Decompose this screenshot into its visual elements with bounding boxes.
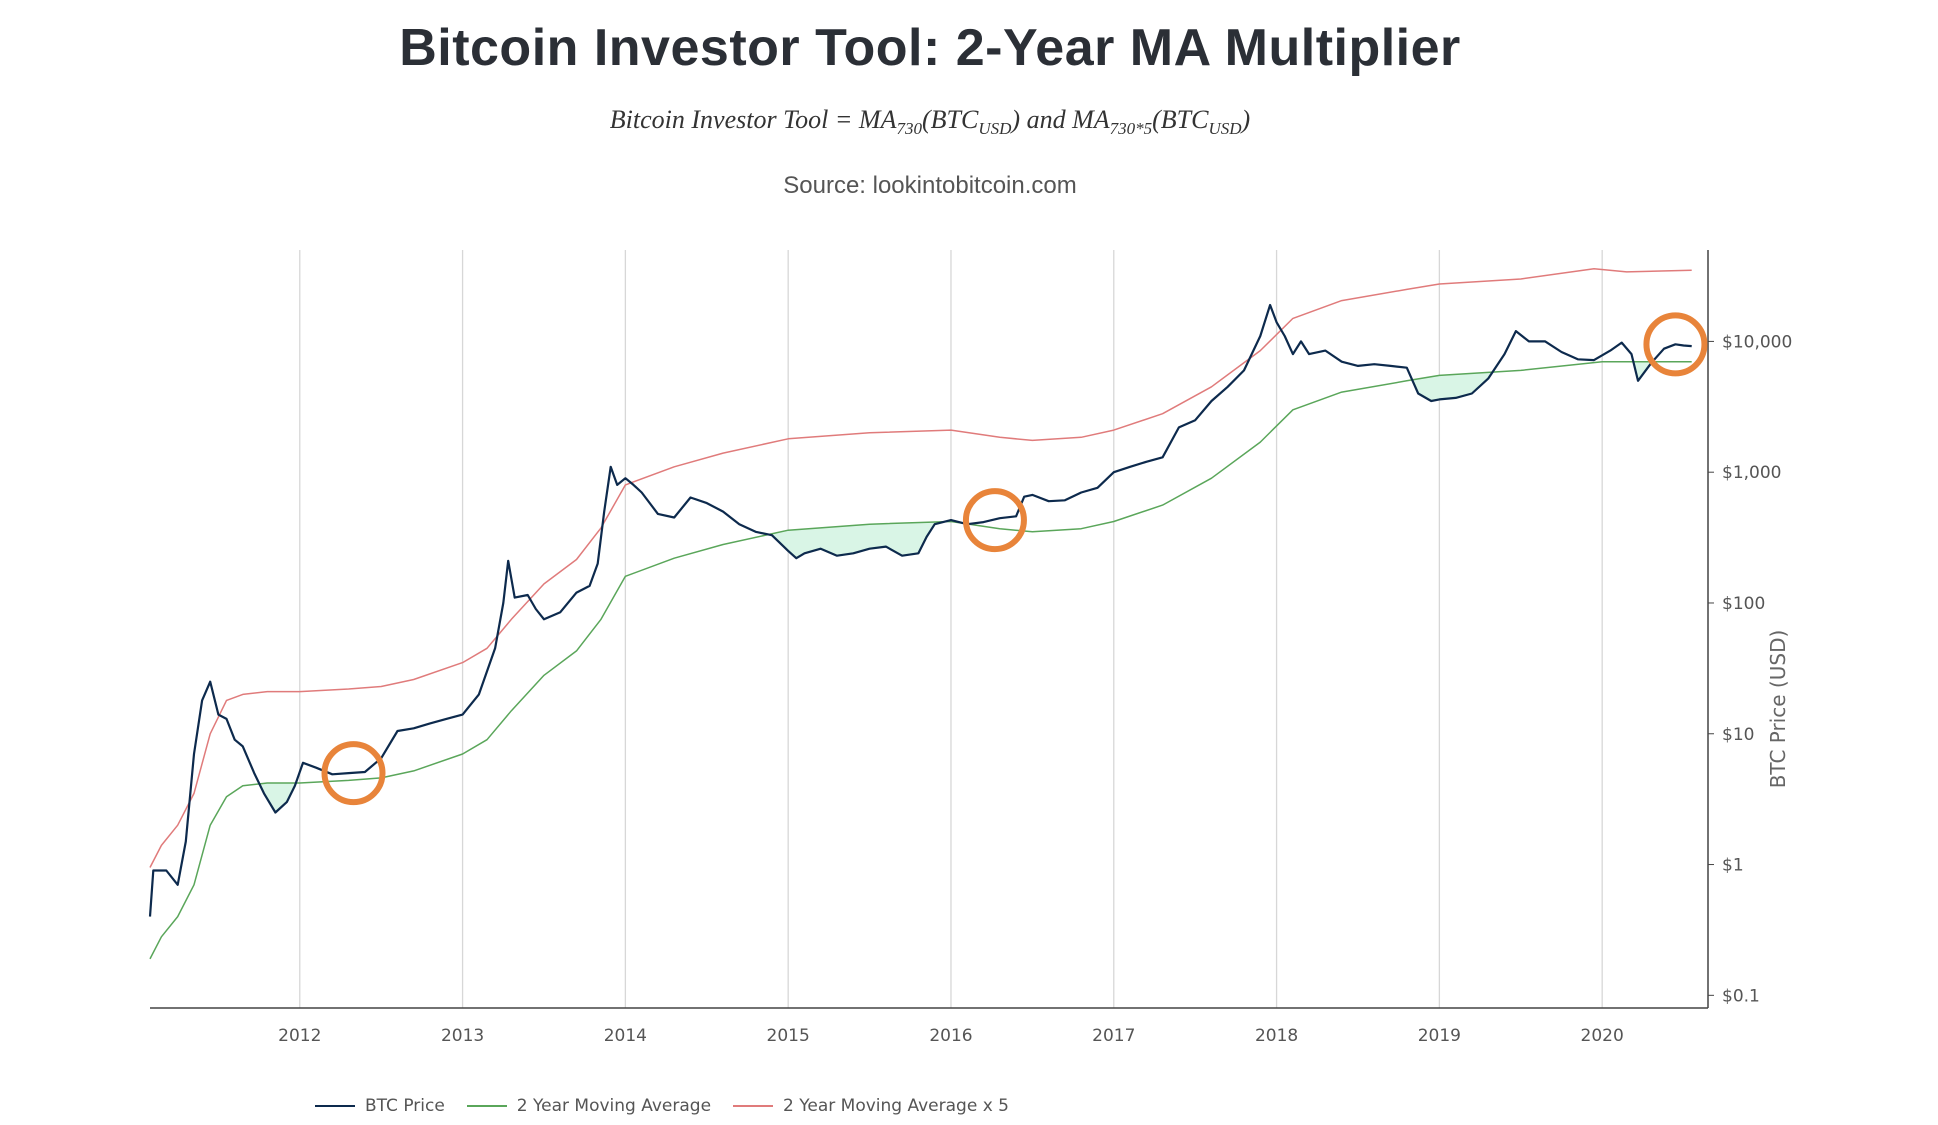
legend-swatch-ma (466, 1105, 507, 1107)
y-tick-label: $0.1 (1722, 986, 1760, 1006)
legend-swatch-btc (315, 1105, 355, 1107)
formula: Bitcoin Investor Tool = MA730(BTCUSD) an… (609, 105, 1251, 139)
formula-sub1: 730 (896, 119, 922, 139)
y-tick-label: $100 (1722, 594, 1765, 614)
axes: 2012 2013 2014 2015 2016 2017 2018 2019 2020 $0.1… (150, 250, 1792, 1046)
series-line-btc-price (148, 303, 1692, 917)
formula-lhs: Bitcoin Investor Tool (609, 105, 829, 134)
below-ma-fill (1412, 372, 1493, 401)
x-tick-label: 2014 (604, 1026, 647, 1046)
formula-ma1: MA (858, 105, 897, 134)
below-ma-fill (769, 521, 945, 559)
formula-argsub2: USD (1208, 119, 1242, 139)
source-text: Source: lookintobitcoin.com (783, 172, 1077, 199)
formula-argsub1: USD (978, 119, 1012, 139)
y-axis-title: BTC Price (USD) (1766, 630, 1790, 789)
series-lines (148, 267, 1692, 960)
annotation-circle-1 (321, 741, 386, 806)
x-tick-label: 2017 (1092, 1026, 1135, 1046)
y-tick-label: $1,000 (1722, 463, 1781, 483)
grid-lines (299, 250, 1603, 1008)
x-tick-label: 2013 (441, 1026, 484, 1046)
annotation-circle-3 (1643, 312, 1708, 377)
x-tick-label: 2016 (929, 1026, 972, 1046)
formula-arg2: BTC (1160, 105, 1209, 134)
legend-label-ma: 2 Year Moving Average (516, 1096, 712, 1116)
series-line-2yr-ma (149, 360, 1692, 960)
legend-item-ma[interactable]: 2 Year Moving Average (466, 1096, 712, 1116)
legend-swatch-ma5 (733, 1105, 774, 1107)
formula-and: and (1026, 105, 1066, 134)
series-line-2yr-ma-x5 (149, 267, 1692, 868)
x-tick-label: 2020 (1581, 1026, 1624, 1046)
y-tick-label: $10,000 (1722, 332, 1792, 352)
x-tick-label: 2012 (278, 1026, 321, 1046)
legend-label-btc: BTC Price (365, 1096, 445, 1116)
formula-arg1: BTC (930, 105, 979, 134)
annotation-circle-2 (962, 488, 1027, 553)
x-tick-label: 2015 (767, 1026, 810, 1046)
y-tick-label: $10 (1722, 725, 1754, 745)
below-ma-fill (259, 783, 296, 813)
x-tick-label: 2018 (1255, 1026, 1298, 1046)
legend-label-ma5: 2 Year Moving Average x 5 (783, 1096, 1009, 1116)
y-tick-label: $1 (1722, 856, 1744, 876)
formula-ma2: MA (1072, 105, 1110, 134)
annotation-circles (321, 312, 1708, 806)
x-tick-label: 2019 (1418, 1026, 1461, 1046)
legend-item-ma5[interactable]: 2 Year Moving Average x 5 (733, 1096, 1009, 1116)
below-ma-fills (259, 361, 1652, 813)
chart-title: Bitcoin Investor Tool: 2-Year MA Multipl… (399, 19, 1461, 77)
legend: BTC Price 2 Year Moving Average 2 Year M… (315, 1096, 1009, 1116)
formula-sub2: 730*5 (1109, 119, 1153, 139)
legend-item-btc[interactable]: BTC Price (315, 1096, 445, 1116)
